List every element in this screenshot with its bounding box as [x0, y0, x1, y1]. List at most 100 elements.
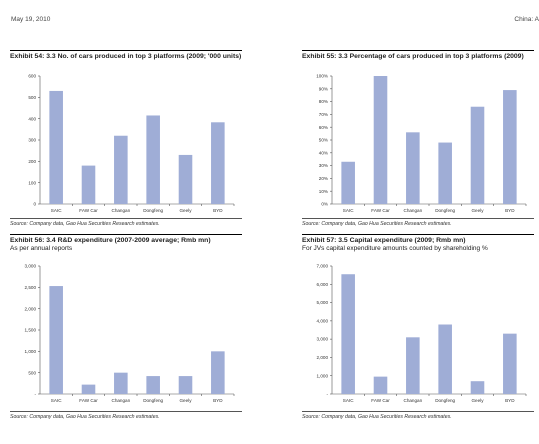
x-tick-label: FAW Car [371, 208, 390, 213]
bar [373, 76, 388, 204]
x-tick-label: Geely [179, 208, 192, 213]
bar-chart: 0% 10% 20% 30% 40% 50% 60% 70% 80% 90% 100% SAIC FAW… [316, 74, 527, 213]
x-tick-label: SAIC [343, 398, 354, 403]
y-tick-label: 1,000 [317, 373, 329, 378]
y-tick-label: 0 [33, 202, 36, 207]
bar [438, 324, 452, 394]
x-tick-label: FAW Car [79, 398, 98, 403]
exhibit-54: Exhibit 54: 3.3 No. of cars produced in … [10, 50, 242, 230]
bar [146, 376, 160, 394]
y-tick-label: 400 [28, 116, 36, 121]
bar [373, 376, 388, 394]
y-tick-label: 2,000 [25, 306, 37, 311]
y-tick-label: 10% [319, 189, 328, 194]
bar [470, 106, 485, 204]
x-tick-label: Geely [471, 398, 484, 403]
y-tick-label: 500 [28, 95, 36, 100]
bar [178, 154, 193, 204]
y-tick-label: 600 [28, 74, 36, 79]
y-tick-label: 20% [319, 176, 328, 181]
y-tick-label: 100 [28, 180, 36, 185]
y-tick-label: 3,000 [317, 337, 329, 342]
y-tick-label: 3,000 [25, 264, 37, 269]
title-rule [10, 50, 242, 51]
x-tick-label: Geely [179, 398, 192, 403]
source-note: Source: Company data, Gao Hua Securities… [302, 414, 452, 420]
bar [341, 274, 355, 394]
y-tick-label: 60% [319, 125, 328, 130]
bar [81, 384, 96, 394]
y-tick-label: 2,000 [317, 355, 329, 360]
x-tick-label: Changan [112, 398, 131, 403]
exhibit-subtitle: As per annual reports [10, 245, 73, 252]
y-tick-label: 2,500 [25, 285, 37, 290]
x-tick-label: BYD [213, 208, 223, 213]
bar [503, 90, 517, 204]
title-rule [302, 234, 534, 235]
source-rule [10, 218, 242, 219]
x-tick-label: Changan [404, 208, 423, 213]
y-tick-label: 30% [319, 163, 328, 168]
y-tick-label: 0% [321, 202, 328, 207]
bar [146, 115, 160, 204]
x-tick-label: BYD [505, 208, 515, 213]
x-tick-label: Geely [471, 208, 484, 213]
exhibit-56: Exhibit 56: 3.4 R&D expenditure (2007-20… [10, 234, 242, 424]
page-date: May 19, 2010 [11, 16, 51, 23]
source-note: Source: Company data, Gao Hua Securities… [10, 414, 160, 420]
y-tick-label: 500 [28, 370, 36, 375]
page-header-right: China: A [514, 16, 539, 23]
y-tick-label: - [326, 392, 328, 397]
bar [114, 372, 128, 394]
exhibit-subtitle: For JVs capital expenditure amounts coun… [302, 245, 488, 252]
x-tick-label: Dongfeng [143, 208, 163, 213]
x-tick-label: FAW Car [371, 398, 390, 403]
y-tick-label: 200 [28, 159, 36, 164]
exhibit-title: Exhibit 56: 3.4 R&D expenditure (2007-20… [10, 237, 211, 244]
bar-chart: - 1,000 2,000 3,000 4,000 5,000 6,000 7,000 SAIC… [317, 264, 527, 403]
x-tick-label: SAIC [51, 208, 62, 213]
x-tick-label: Dongfeng [435, 398, 455, 403]
y-tick-label: - [34, 392, 36, 397]
bar [211, 122, 225, 204]
source-note: Source: Company data, Gao Hua Securities… [302, 221, 452, 227]
source-rule [302, 218, 534, 219]
bar [114, 135, 128, 204]
x-tick-label: Changan [112, 208, 131, 213]
bar [81, 165, 96, 204]
bar-chart: - 500 1,000 1,500 2,000 2,500 3,000 SAIC FAW Car… [25, 264, 235, 403]
bar [211, 351, 225, 394]
bar [470, 381, 485, 394]
exhibit-57: Exhibit 57: 3.5 Capital expenditure (200… [302, 234, 534, 424]
title-rule [10, 234, 242, 235]
y-tick-label: 50% [319, 138, 328, 143]
bar [438, 142, 452, 204]
bar [49, 90, 63, 204]
exhibit-title: Exhibit 57: 3.5 Capital expenditure (200… [302, 237, 466, 244]
y-tick-label: 1,000 [25, 349, 37, 354]
x-tick-label: SAIC [51, 398, 62, 403]
x-tick-label: FAW Car [79, 208, 98, 213]
x-tick-label: BYD [505, 398, 515, 403]
y-tick-label: 90% [319, 86, 328, 91]
source-rule [10, 411, 242, 412]
bar [406, 132, 420, 204]
y-tick-label: 300 [28, 138, 36, 143]
bar [503, 333, 517, 394]
x-tick-label: Changan [404, 398, 423, 403]
y-tick-label: 40% [319, 150, 328, 155]
y-tick-label: 7,000 [317, 264, 329, 269]
exhibit-55: Exhibit 55: 3.3 Percentage of cars produ… [302, 50, 534, 230]
exhibit-title: Exhibit 54: 3.3 No. of cars produced in … [10, 53, 242, 60]
y-tick-label: 100% [316, 74, 328, 79]
bar-chart: 0 100 200 300 400 500 600 SAIC FAW Car Changan Don… [28, 74, 235, 213]
x-tick-label: Dongfeng [143, 398, 163, 403]
x-tick-label: Dongfeng [435, 208, 455, 213]
bar [178, 376, 193, 394]
source-rule [302, 411, 534, 412]
y-tick-label: 1,500 [25, 328, 37, 333]
y-tick-label: 80% [319, 99, 328, 104]
y-tick-label: 5,000 [317, 300, 329, 305]
source-note: Source: Company data, Gao Hua Securities… [10, 221, 160, 227]
exhibit-title: Exhibit 55: 3.3 Percentage of cars produ… [302, 53, 524, 60]
